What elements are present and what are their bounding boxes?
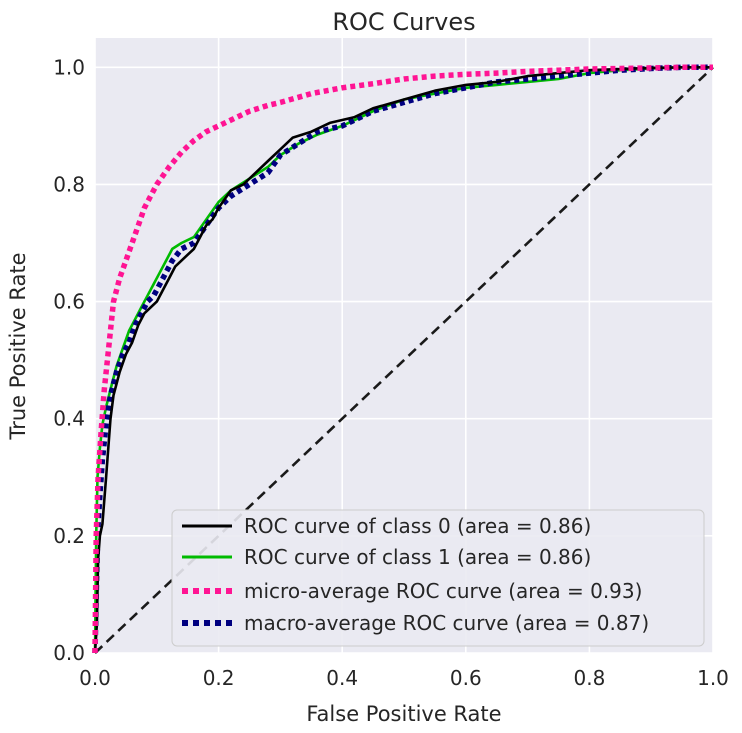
legend-label-macro: macro-average ROC curve (area = 0.87) xyxy=(244,611,649,635)
curves xyxy=(92,64,714,654)
y-tick-label: 0.8 xyxy=(53,172,85,196)
x-tick-label: 0.4 xyxy=(326,666,358,690)
y-tick-label: 0.0 xyxy=(53,641,85,665)
legend: ROC curve of class 0 (area = 0.86) ROC c… xyxy=(171,509,705,647)
y-axis-label: True Positive Rate xyxy=(6,252,30,440)
micro-average-curve xyxy=(92,64,713,654)
x-tick-label: 0.0 xyxy=(79,666,111,690)
roc-curve-class0 xyxy=(93,66,713,654)
y-tick-label: 1.0 xyxy=(53,55,85,79)
x-axis-label: False Positive Rate xyxy=(306,702,501,726)
chance-diagonal xyxy=(94,66,714,654)
x-tick-label: 0.2 xyxy=(203,666,235,690)
ticks: 0.0 0.2 0.4 0.6 0.8 1.0 0.0 0.2 0.4 0.6 0.8 1.0 xyxy=(53,55,729,690)
macro-average-curve xyxy=(92,64,713,654)
chart-title: ROC Curves xyxy=(332,8,475,36)
roc-curve-class1 xyxy=(93,66,713,654)
legend-label-class1: ROC curve of class 1 (area = 0.86) xyxy=(244,545,591,569)
x-tick-label: 1.0 xyxy=(697,666,729,690)
y-tick-label: 0.4 xyxy=(53,407,85,431)
y-tick-label: 0.2 xyxy=(53,524,85,548)
legend-label-micro: micro-average ROC curve (area = 0.93) xyxy=(244,579,642,603)
legend-label-class0: ROC curve of class 0 (area = 0.86) xyxy=(244,514,591,538)
x-tick-label: 0.6 xyxy=(450,666,482,690)
x-tick-label: 0.8 xyxy=(573,666,605,690)
y-tick-label: 0.6 xyxy=(53,290,85,314)
legend-box xyxy=(171,509,705,647)
